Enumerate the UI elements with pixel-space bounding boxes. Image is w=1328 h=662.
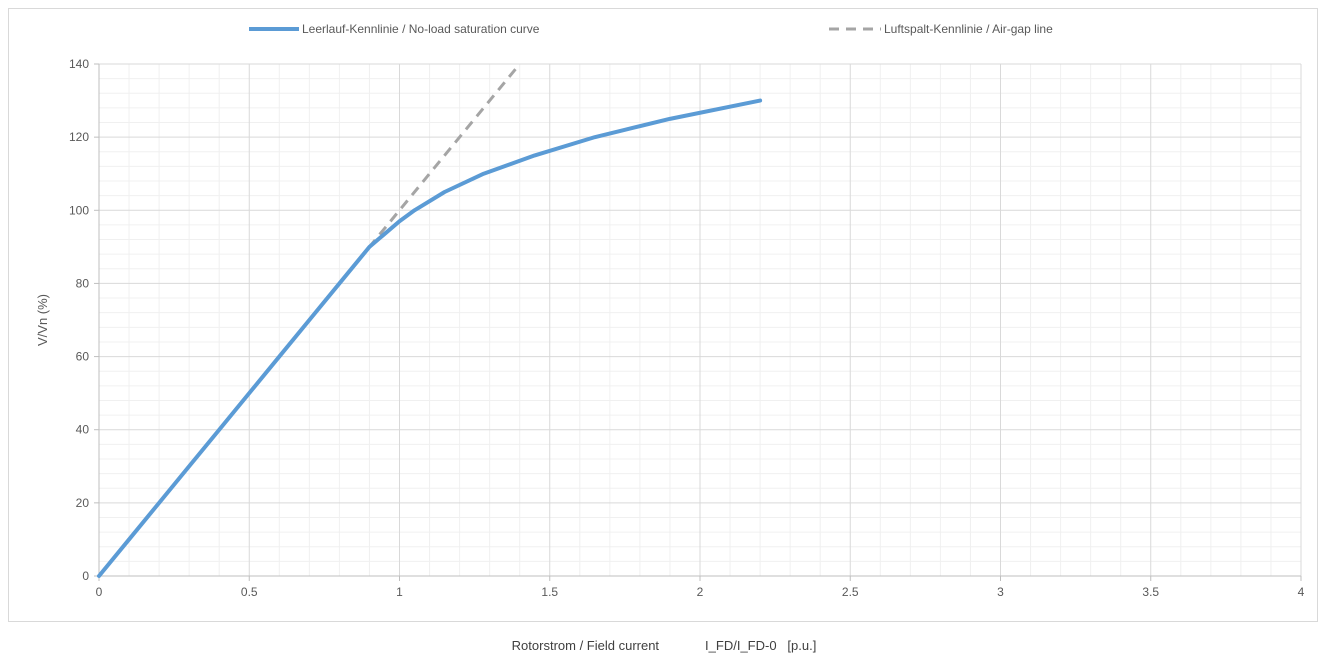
y-tick-label: 100 (69, 203, 89, 217)
y-tick-label: 60 (76, 350, 90, 364)
chart-area: 0 0.5 1 1.5 2 2.5 3 3.5 4 0 20 40 60 80 100 120 140 Lee… (8, 8, 1318, 622)
axes (94, 63, 1302, 581)
chart-svg: 0 0.5 1 1.5 2 2.5 3 3.5 4 0 20 40 60 80 100 120 140 Lee… (35, 22, 1305, 599)
x-tick-label: 2.5 (842, 585, 859, 599)
y-axis-label: V/Vn (%) (35, 294, 50, 346)
x-axis-label: Rotorstrom / Field current I_FD/I_FD-0 [p… (0, 638, 1328, 653)
y-tick-label: 40 (76, 423, 90, 437)
x-tick-labels: 0 0.5 1 1.5 2 2.5 3 3.5 4 (96, 585, 1305, 599)
x-tick-label: 4 (1298, 585, 1305, 599)
x-tick-label: 0 (96, 585, 103, 599)
x-axis-label-part-1: Rotorstrom / Field current (511, 638, 660, 653)
y-tick-label: 0 (82, 569, 89, 583)
y-tick-label: 120 (69, 130, 89, 144)
x-tick-label: 3 (997, 585, 1004, 599)
x-tick-label: 0.5 (241, 585, 258, 599)
legend-label-airgap: Luftspalt-Kennlinie / Air-gap line (884, 22, 1053, 36)
y-tick-label: 80 (76, 276, 90, 290)
x-tick-label: 2 (697, 585, 704, 599)
y-tick-label: 20 (76, 496, 90, 510)
series-layer (97, 63, 763, 578)
saturation-curve-series (97, 98, 763, 578)
x-tick-label: 1.5 (541, 585, 558, 599)
y-tick-label: 140 (69, 57, 89, 71)
x-tick-label: 3.5 (1142, 585, 1159, 599)
legend: Leerlauf-Kennlinie / No-load saturation … (249, 22, 1053, 36)
x-tick-label: 1 (396, 585, 403, 599)
legend-label-saturation: Leerlauf-Kennlinie / No-load saturation … (302, 22, 540, 36)
y-tick-labels: 0 20 40 60 80 100 120 140 (69, 57, 89, 583)
x-axis-label-part-2: I_FD/I_FD-0 [p.u.] (705, 638, 817, 653)
